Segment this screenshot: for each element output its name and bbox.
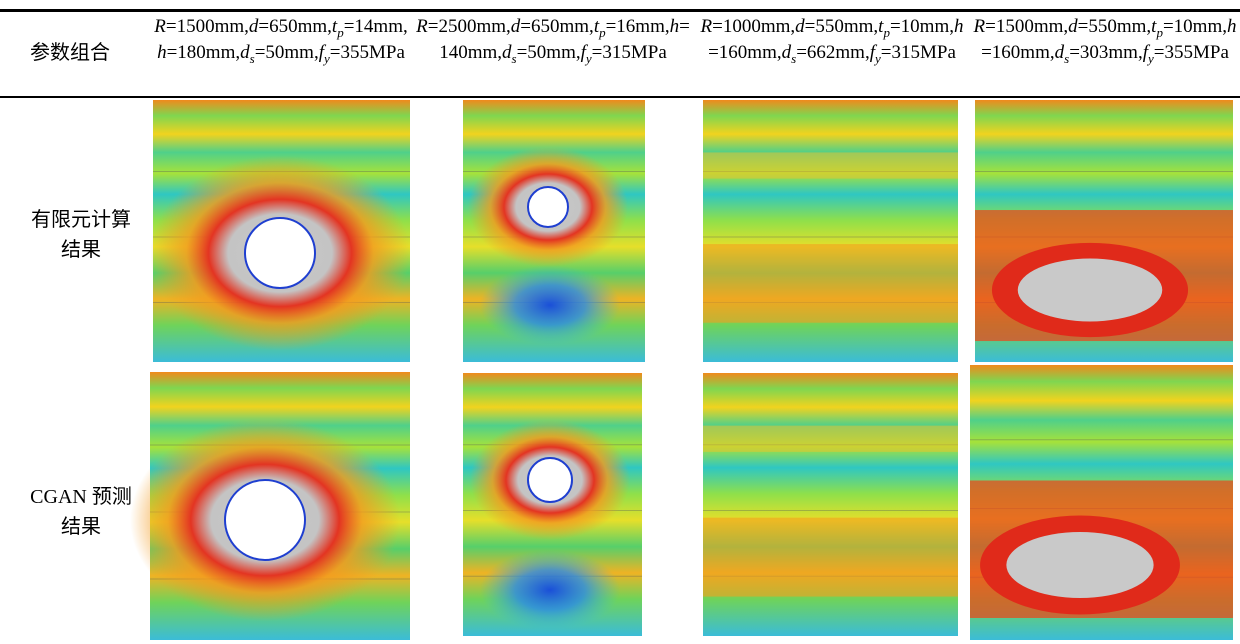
yield-zone bbox=[1017, 258, 1163, 322]
yield-zone bbox=[1006, 532, 1154, 598]
param-cell: R=1500mm,d=550mm,tp=10mm,h=160mm,ds=303m… bbox=[973, 16, 1237, 66]
opening bbox=[527, 186, 569, 228]
stress-band bbox=[703, 152, 958, 179]
row-label: CGAN 预测结果 bbox=[30, 486, 132, 538]
stress-band bbox=[703, 517, 958, 597]
header-label: 参数组合 bbox=[30, 42, 110, 64]
opening bbox=[527, 457, 573, 503]
row-label: 有限元计算结果 bbox=[31, 209, 131, 261]
stress-band bbox=[703, 425, 958, 452]
param-cell: R=1500mm,d=650mm,tp=14mm,h=180mm,ds=50mm… bbox=[154, 16, 408, 66]
param-cell: R=1000mm,d=550mm,tp=10mm,h=160mm,ds=662m… bbox=[700, 16, 964, 66]
param-cell: R=2500mm,d=650mm,tp=16mm,h=140mm,ds=50mm… bbox=[416, 16, 690, 66]
stress-band bbox=[703, 244, 958, 323]
header-rule bbox=[0, 96, 1240, 98]
low-stress-zone bbox=[480, 550, 620, 630]
opening bbox=[224, 479, 306, 561]
opening bbox=[244, 217, 316, 289]
top-rule bbox=[0, 9, 1240, 12]
low-stress-zone bbox=[480, 265, 620, 345]
